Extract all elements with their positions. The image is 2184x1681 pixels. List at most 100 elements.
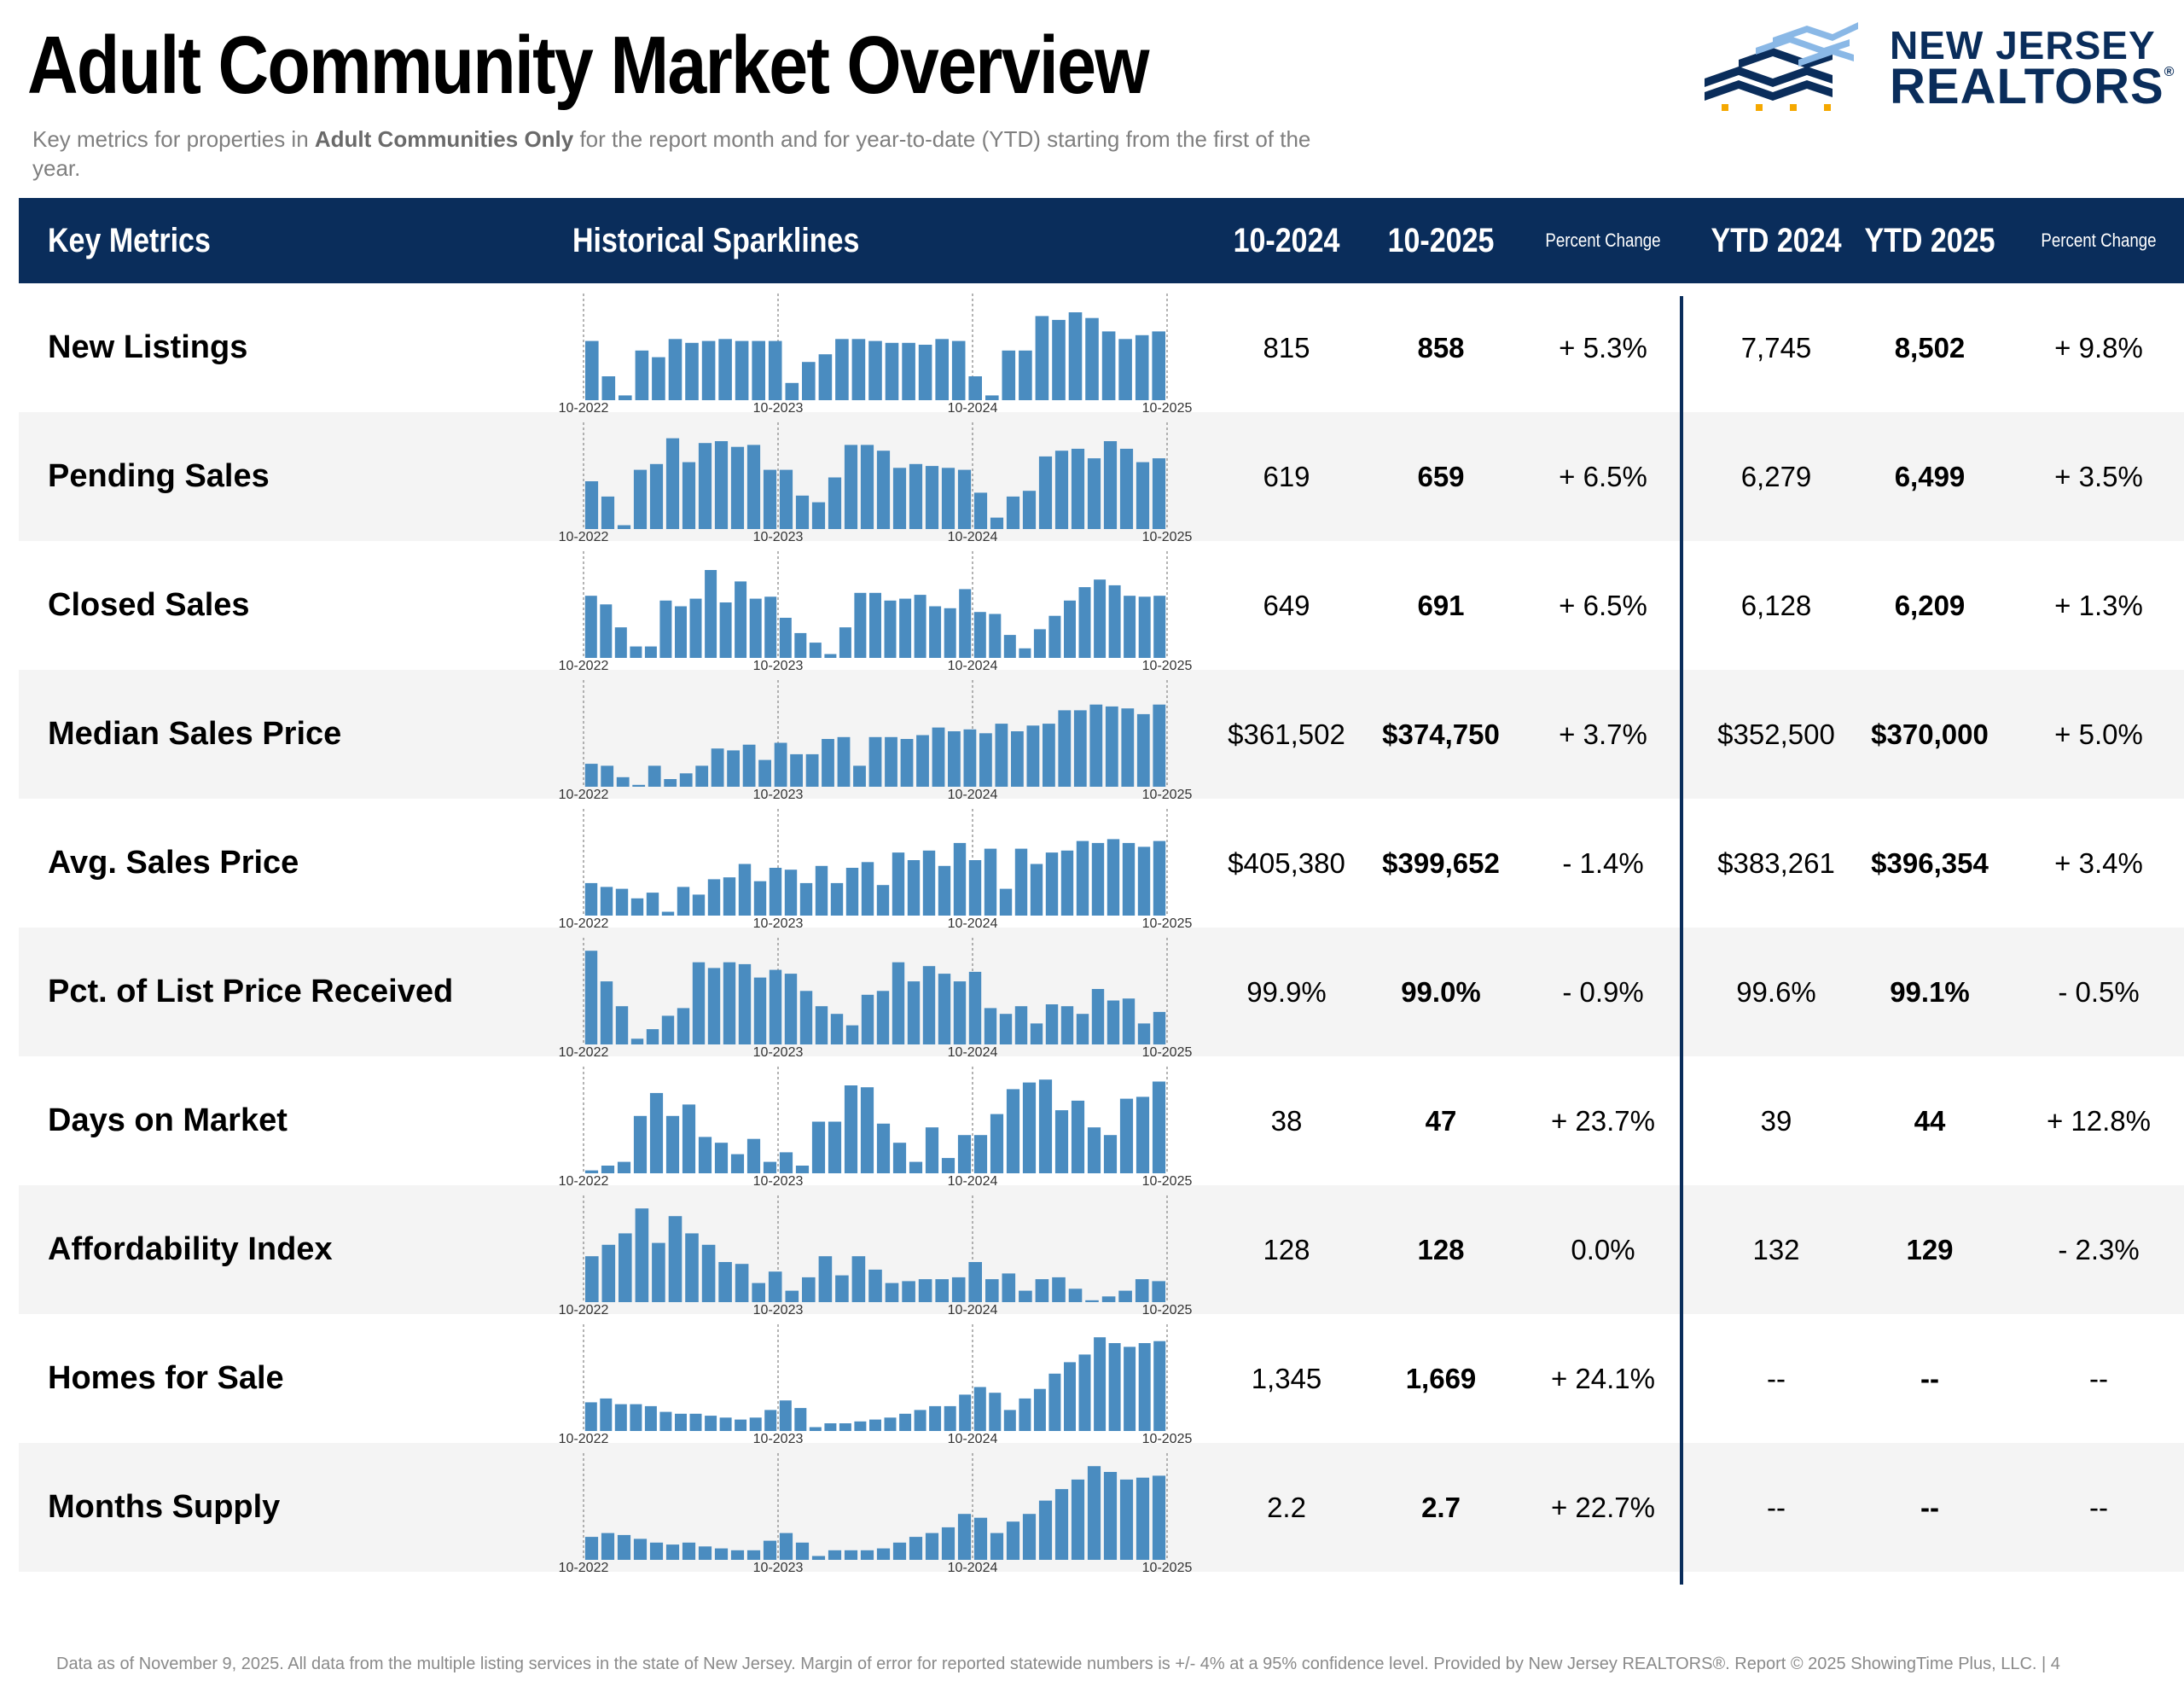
value-percent-change: + 22.7% [1550, 1492, 1655, 1523]
sparkline-bar [584, 1170, 599, 1173]
table-row: Pending Sales 10-2022 10-2023 10-2024 10-202… [19, 412, 2184, 541]
sparkline-bar [749, 1417, 762, 1431]
sparkline-bar [876, 885, 890, 916]
sparkline-tick-label: 10-2024 [948, 788, 998, 799]
sparkline-bar [990, 517, 1004, 529]
value-ytd-2025: -- [1920, 1363, 1939, 1394]
sparkline-bar [1054, 1489, 1069, 1560]
sparkline-bar [1048, 615, 1061, 658]
sparkline-bar [600, 1398, 613, 1431]
sparkline-bar [989, 614, 1002, 658]
value-ytd-2025: -- [1920, 1492, 1939, 1523]
table-row: Closed Sales 10-2022 10-2023 10-2024 10-2025… [19, 541, 2184, 670]
sparkline-bar [828, 1121, 842, 1173]
sparkline-tick-label: 10-2025 [1142, 788, 1193, 799]
sparkline-bar [1118, 1290, 1132, 1302]
sparkline-bar [995, 724, 1008, 787]
sparkline-bar [968, 860, 982, 916]
value-ytd-2024: -- [1767, 1363, 1786, 1394]
sparkline-bar [914, 1410, 926, 1431]
sparkline-bar [948, 731, 961, 787]
value-ytd-2025: $370,000 [1871, 718, 1989, 750]
header-ytd-2025: YTD 2025 [1864, 222, 1995, 259]
sparkline-bar [907, 981, 921, 1044]
sparkline-bar [1019, 648, 1031, 658]
sparkline-bar [719, 1417, 732, 1431]
sparkline-bar [584, 951, 598, 1044]
sparkline-bar [665, 1115, 680, 1173]
value-percent-change: + 3.7% [1559, 718, 1647, 750]
sparkline-bar [835, 1275, 849, 1302]
sparkline-bar [735, 1419, 747, 1431]
sparkline-bar [932, 727, 945, 787]
sparkline-bar [959, 589, 972, 658]
sparkline-tick-label: 10-2022 [559, 788, 609, 799]
sparkline-bar [941, 1527, 956, 1560]
sparkline-bar [1153, 840, 1166, 916]
sparkline-bar [1078, 1354, 1091, 1431]
sparkline-bar [809, 643, 822, 658]
sparkline-bar [619, 1233, 632, 1302]
sparkline-bar [1019, 1290, 1032, 1302]
sparkline-bar [689, 598, 702, 658]
sparkline-bar [979, 733, 992, 787]
sparkline-bar [1121, 708, 1135, 787]
value-month-2024: 815 [1263, 332, 1310, 364]
value-ytd-2025: 44 [1914, 1105, 1946, 1137]
sparkline-bar [799, 991, 813, 1044]
value-month-2024: 649 [1263, 590, 1310, 621]
sparkline-tick-label: 10-2022 [559, 1303, 609, 1314]
sparkline-bar [941, 468, 956, 529]
sparkline-bar [959, 1394, 972, 1431]
value-month-2025: 691 [1417, 590, 1465, 621]
value-ytd-2025: 6,499 [1894, 461, 1966, 492]
sparkline-tick-label: 10-2025 [1142, 1561, 1193, 1572]
sparkline-bar [869, 1419, 881, 1431]
value-percent-change: + 6.5% [1559, 461, 1647, 492]
sparkline-tick-label: 10-2023 [753, 1303, 804, 1314]
sparkline-bar [1135, 1279, 1149, 1302]
sparkline-bar [899, 1413, 912, 1431]
sparkline-bar [822, 739, 834, 787]
sparkline-tick-label: 10-2024 [948, 916, 998, 928]
sparkline-tick-label: 10-2025 [1142, 1174, 1193, 1185]
value-month-2024: $405,380 [1228, 847, 1345, 879]
sparkline-bar [844, 445, 858, 529]
sparkline-bar [615, 1006, 629, 1044]
sparkline-tick-label: 10-2022 [559, 1561, 609, 1572]
sparkline-bar [860, 1550, 874, 1560]
sparkline-bar [1153, 704, 1166, 787]
sparkline-bar [619, 395, 632, 400]
sparkline-bar [707, 879, 721, 916]
value-ytd-percent-change: + 5.0% [2054, 718, 2143, 750]
sparkline-bar [1103, 441, 1118, 529]
sparkline-bar [922, 850, 936, 916]
sparkline-tick-label: 10-2024 [948, 1303, 998, 1314]
value-month-2025: $374,750 [1382, 718, 1500, 750]
sparkline-bar [746, 1138, 761, 1173]
sparkline-bar [1058, 710, 1072, 787]
sparkline-bar [1085, 317, 1099, 400]
sparkline-chart: 10-2022 10-2023 10-2024 10-2025 [559, 422, 1192, 541]
sparkline-bar [1014, 1006, 1028, 1044]
sparkline-bar [885, 1283, 899, 1302]
sparkline-bar [714, 1143, 729, 1173]
sparkline-tick-label: 10-2022 [559, 1045, 609, 1056]
sparkline-bar [632, 784, 646, 787]
sparkline-bar [584, 882, 598, 916]
value-month-2025: $399,652 [1382, 847, 1500, 879]
page-title: Adult Community Market Overview [27, 20, 1150, 111]
sparkline-tick-label: 10-2023 [753, 788, 804, 799]
header-ytd-2024: YTD 2024 [1711, 222, 1842, 259]
sparkline-bar [601, 1166, 615, 1173]
sparkline-tick-label: 10-2022 [559, 530, 609, 541]
sparkline-bar [1091, 842, 1105, 916]
sparkline-bar [1119, 1479, 1134, 1560]
sparkline-bar [990, 1533, 1004, 1560]
sparkline-bar [1137, 1023, 1151, 1044]
sparkline-bar [909, 463, 923, 529]
sparkline-bar [1124, 596, 1136, 658]
sparkline-bar [1094, 579, 1107, 658]
sparkline-bar [614, 627, 627, 658]
sparkline-bar [600, 981, 613, 1044]
